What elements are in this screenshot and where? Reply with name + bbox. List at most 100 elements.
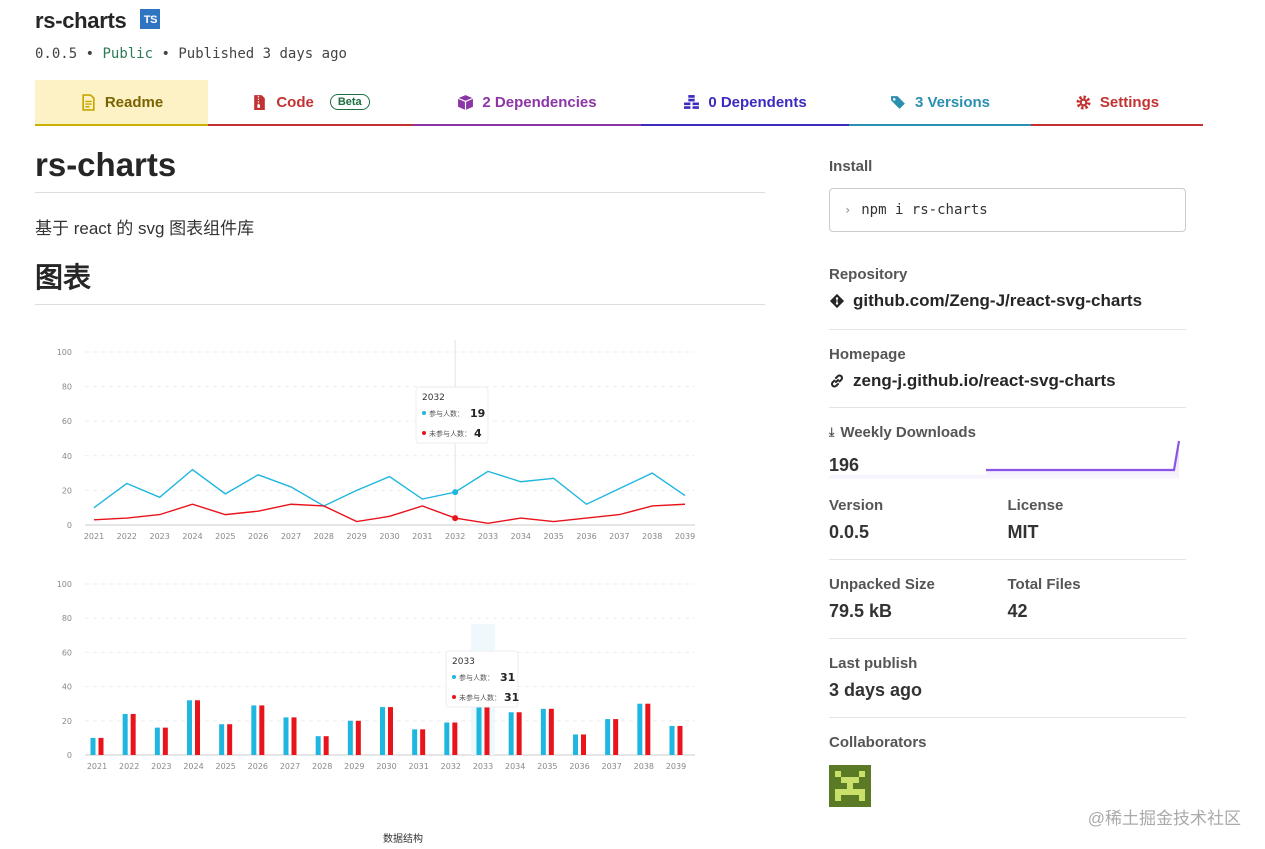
bar (581, 734, 586, 755)
bar-chart: 100 80 60 40 20 0 2021 2022 2023 2024 2025 2026 2027… (57, 580, 695, 771)
x-tick-label: 2032 (441, 762, 461, 771)
license-value: MIT (1007, 522, 1039, 542)
git-icon (829, 293, 845, 309)
hover-point (452, 515, 459, 522)
divider (829, 407, 1186, 408)
bar (645, 703, 651, 755)
x-tick-label: 2022 (119, 762, 139, 771)
collaborators-label: Collaborators (829, 734, 927, 751)
package-title: rs-charts TS (35, 8, 161, 34)
tab-label: Readme (104, 93, 164, 111)
readme-description: 基于 react 的 svg 图表组件库 (35, 219, 255, 238)
x-tick-label: 2035 (543, 532, 563, 541)
bar (227, 724, 233, 755)
x-tick-label: 2025 (215, 762, 235, 771)
y-tick-label: 40 (62, 452, 72, 461)
total-files-value: 42 (1007, 601, 1028, 621)
typescript-icon: TS (140, 9, 161, 29)
bar (637, 703, 643, 755)
gear-icon (1076, 94, 1091, 110)
x-tick-label: 2032 (445, 532, 465, 541)
unpacked-size-label: Unpacked Size (829, 576, 935, 593)
homepage-url: zeng-j.github.io/react-svg-charts (853, 371, 1116, 390)
download-icon: ⤓ (829, 425, 835, 439)
bar (669, 725, 675, 755)
x-tick-label: 2029 (346, 532, 366, 541)
repository-label: Repository (829, 266, 908, 283)
tab-code[interactable]: Code Beta (208, 80, 413, 126)
repository-link[interactable]: github.com/Zeng-J/react-svg-charts (829, 291, 1186, 311)
x-tick-label: 2038 (642, 532, 662, 541)
x-tick-label: 2036 (576, 532, 596, 541)
bar (195, 700, 200, 755)
x-tick-label: 2029 (344, 762, 364, 771)
x-tick-label: 2034 (505, 762, 525, 771)
x-tick-label: 2033 (473, 762, 493, 771)
bar (605, 719, 611, 755)
tab-dependents[interactable]: 0 Dependents (641, 80, 849, 126)
bar (98, 737, 104, 755)
readme-footer-text: 数据结构 (383, 834, 423, 845)
x-tick-label: 2027 (280, 762, 300, 771)
bar (476, 701, 482, 755)
y-tick-label: 80 (62, 383, 72, 392)
tooltip-dot (422, 431, 426, 435)
x-tick-label: 2024 (183, 762, 203, 771)
x-tick-label: 2023 (149, 532, 169, 541)
weekly-downloads-count: 196 (829, 455, 860, 475)
line-chart: 100 80 60 40 20 0 2021 2022 2023 2024 2025 2026 2027… (57, 340, 695, 541)
bar (444, 722, 450, 755)
x-tick-label: 2037 (609, 532, 629, 541)
x-tick-label: 2034 (511, 532, 531, 541)
y-tick-label: 40 (62, 683, 72, 692)
tags-icon (891, 95, 905, 109)
x-tick-label: 2026 (248, 762, 268, 771)
series-line (93, 468, 686, 509)
x-tick-label: 2028 (314, 532, 334, 541)
bar (187, 700, 192, 755)
bar (540, 708, 546, 755)
bar (613, 719, 619, 755)
bar (452, 722, 458, 755)
tab-dependencies[interactable]: 2 Dependencies (413, 80, 641, 126)
tab-label: 3 Versions (914, 93, 991, 111)
readme-title: rs-charts (35, 146, 765, 193)
divider (829, 329, 1186, 330)
collaborator-avatar[interactable] (829, 765, 871, 807)
x-tick-label: 2030 (379, 532, 399, 541)
package-meta: 0.0.5 • Public • Published 3 days ago (35, 46, 347, 62)
bar (291, 717, 297, 755)
y-tick-label: 0 (67, 751, 72, 760)
y-tick-label: 20 (62, 486, 72, 495)
size-files-row: Unpacked Size 79.5 kB Total Files 42 (829, 576, 1186, 622)
x-tick-label: 2021 (84, 532, 104, 541)
weekly-downloads-label: Weekly Downloads (840, 424, 976, 441)
y-tick-label: 20 (62, 717, 72, 726)
link-icon (831, 374, 843, 388)
install-command: npm i rs-charts (861, 202, 988, 218)
version-value: 0.0.5 (829, 522, 870, 542)
x-tick-label: 2024 (182, 532, 202, 541)
tooltip-dot (422, 411, 426, 415)
y-tick-label: 60 (62, 417, 72, 426)
package-visibility: Public (102, 46, 154, 62)
x-tick-label: 2033 (478, 532, 498, 541)
file-text-icon (82, 93, 95, 111)
install-command-box[interactable]: › npm i rs-charts (829, 188, 1186, 232)
tab-settings[interactable]: Settings (1031, 80, 1203, 126)
y-tick-label: 60 (62, 648, 72, 657)
homepage-link[interactable]: zeng-j.github.io/react-svg-charts (829, 371, 1186, 391)
tab-readme[interactable]: Readme (35, 80, 208, 126)
x-tick-label: 2022 (117, 532, 137, 541)
install-label: Install (829, 158, 873, 175)
tooltip-dot (452, 675, 456, 679)
bar (315, 736, 321, 755)
version-label: Version (829, 497, 884, 514)
repository-url: github.com/Zeng-J/react-svg-charts (853, 291, 1143, 310)
bar (573, 734, 578, 755)
tab-label: 0 Dependents (708, 93, 807, 111)
bar (508, 712, 514, 755)
tab-versions[interactable]: 3 Versions (849, 80, 1031, 126)
y-tick-label: 80 (62, 614, 72, 623)
